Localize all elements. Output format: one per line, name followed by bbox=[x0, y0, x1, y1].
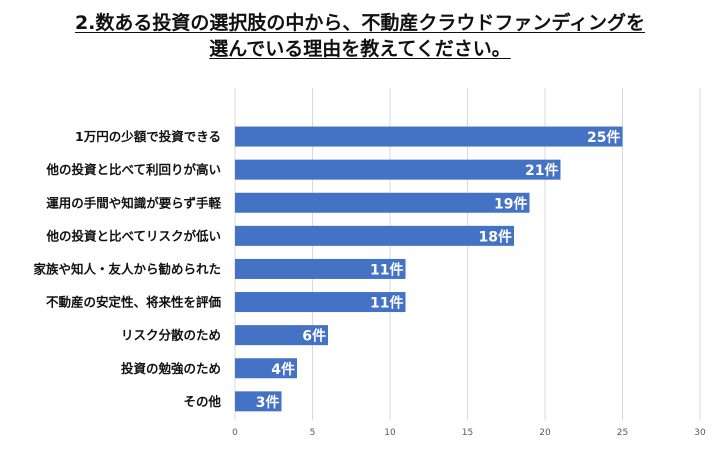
bar bbox=[235, 159, 561, 180]
x-tick-label: 15 bbox=[462, 428, 473, 438]
data-label: 11件 bbox=[370, 261, 403, 278]
bar bbox=[235, 391, 282, 412]
data-label: 19件 bbox=[494, 195, 527, 212]
chart-title-line1: 2.数ある投資の選択肢の中から、不動産クラウドファンディングを bbox=[74, 12, 646, 34]
category-label: 運用の手間や知識が要らず手軽 bbox=[46, 195, 221, 210]
x-tick-label: 5 bbox=[310, 428, 316, 438]
category-label: 家族や知人・友人から勧められた bbox=[33, 261, 221, 276]
bar bbox=[235, 292, 406, 313]
bar bbox=[235, 358, 297, 379]
data-label: 21件 bbox=[525, 162, 558, 179]
data-label: 18件 bbox=[479, 228, 512, 245]
category-label: 他の投資と比べて利回りが高い bbox=[45, 162, 221, 177]
data-label: 3件 bbox=[256, 394, 280, 411]
data-label: 25件 bbox=[587, 129, 620, 146]
category-label: 他の投資と比べてリスクが低い bbox=[45, 228, 221, 243]
data-label: 6件 bbox=[302, 328, 326, 345]
category-label: 不動産の安定性、将来性を評価 bbox=[46, 295, 222, 310]
data-label: 4件 bbox=[271, 361, 295, 378]
x-tick-label: 20 bbox=[539, 428, 551, 438]
x-tick-label: 30 bbox=[694, 428, 706, 438]
bar bbox=[235, 126, 623, 147]
category-label: 1万円の少額で投資できる bbox=[75, 129, 221, 144]
category-label: リスク分散のため bbox=[121, 328, 221, 343]
x-tick-label: 10 bbox=[384, 428, 396, 438]
data-label: 11件 bbox=[370, 295, 403, 312]
bar bbox=[235, 325, 328, 346]
chart-title-line2: 選んでいる理由を教えてください。 bbox=[209, 38, 511, 60]
category-label: 投資の勉強のため bbox=[121, 361, 221, 376]
x-tick-label: 25 bbox=[617, 428, 628, 438]
category-label: その他 bbox=[183, 394, 221, 409]
bar bbox=[235, 192, 530, 213]
x-tick-label: 0 bbox=[232, 428, 238, 438]
bar bbox=[235, 258, 406, 279]
bar bbox=[235, 225, 514, 246]
